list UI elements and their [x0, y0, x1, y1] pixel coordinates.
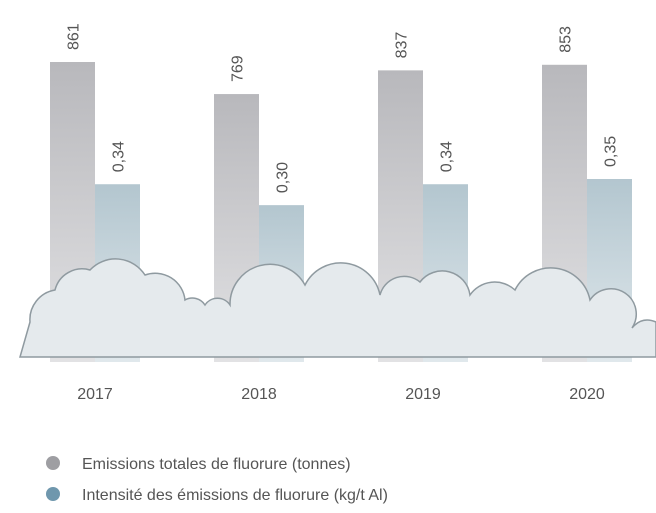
- x-tick-label: 2020: [569, 386, 605, 403]
- value-label: 0,30: [275, 162, 292, 193]
- value-label: 837: [394, 32, 411, 59]
- value-label: 769: [230, 55, 247, 82]
- legend-label: Emissions totales de fluorure (tonnes): [82, 456, 351, 473]
- legend-marker: [46, 456, 60, 470]
- value-label: 861: [66, 23, 83, 50]
- chart: 861 769 837 853 0,34 0,30 0,34 0,35 2017 2018 2019…: [0, 0, 656, 513]
- cloud: [20, 259, 656, 357]
- legend-marker: [46, 487, 60, 501]
- x-tick-label: 2019: [405, 386, 441, 403]
- page: {"chart_data": {"type": "bar", "categori…: [0, 0, 656, 513]
- value-label: 853: [558, 26, 575, 53]
- value-label: 0,34: [111, 141, 128, 172]
- x-tick-label: 2017: [77, 386, 113, 403]
- value-label: 0,34: [439, 141, 456, 172]
- legend-label: Intensité des émissions de fluorure (kg/…: [82, 487, 388, 504]
- value-label: 0,35: [603, 136, 620, 167]
- x-tick-label: 2018: [241, 386, 277, 403]
